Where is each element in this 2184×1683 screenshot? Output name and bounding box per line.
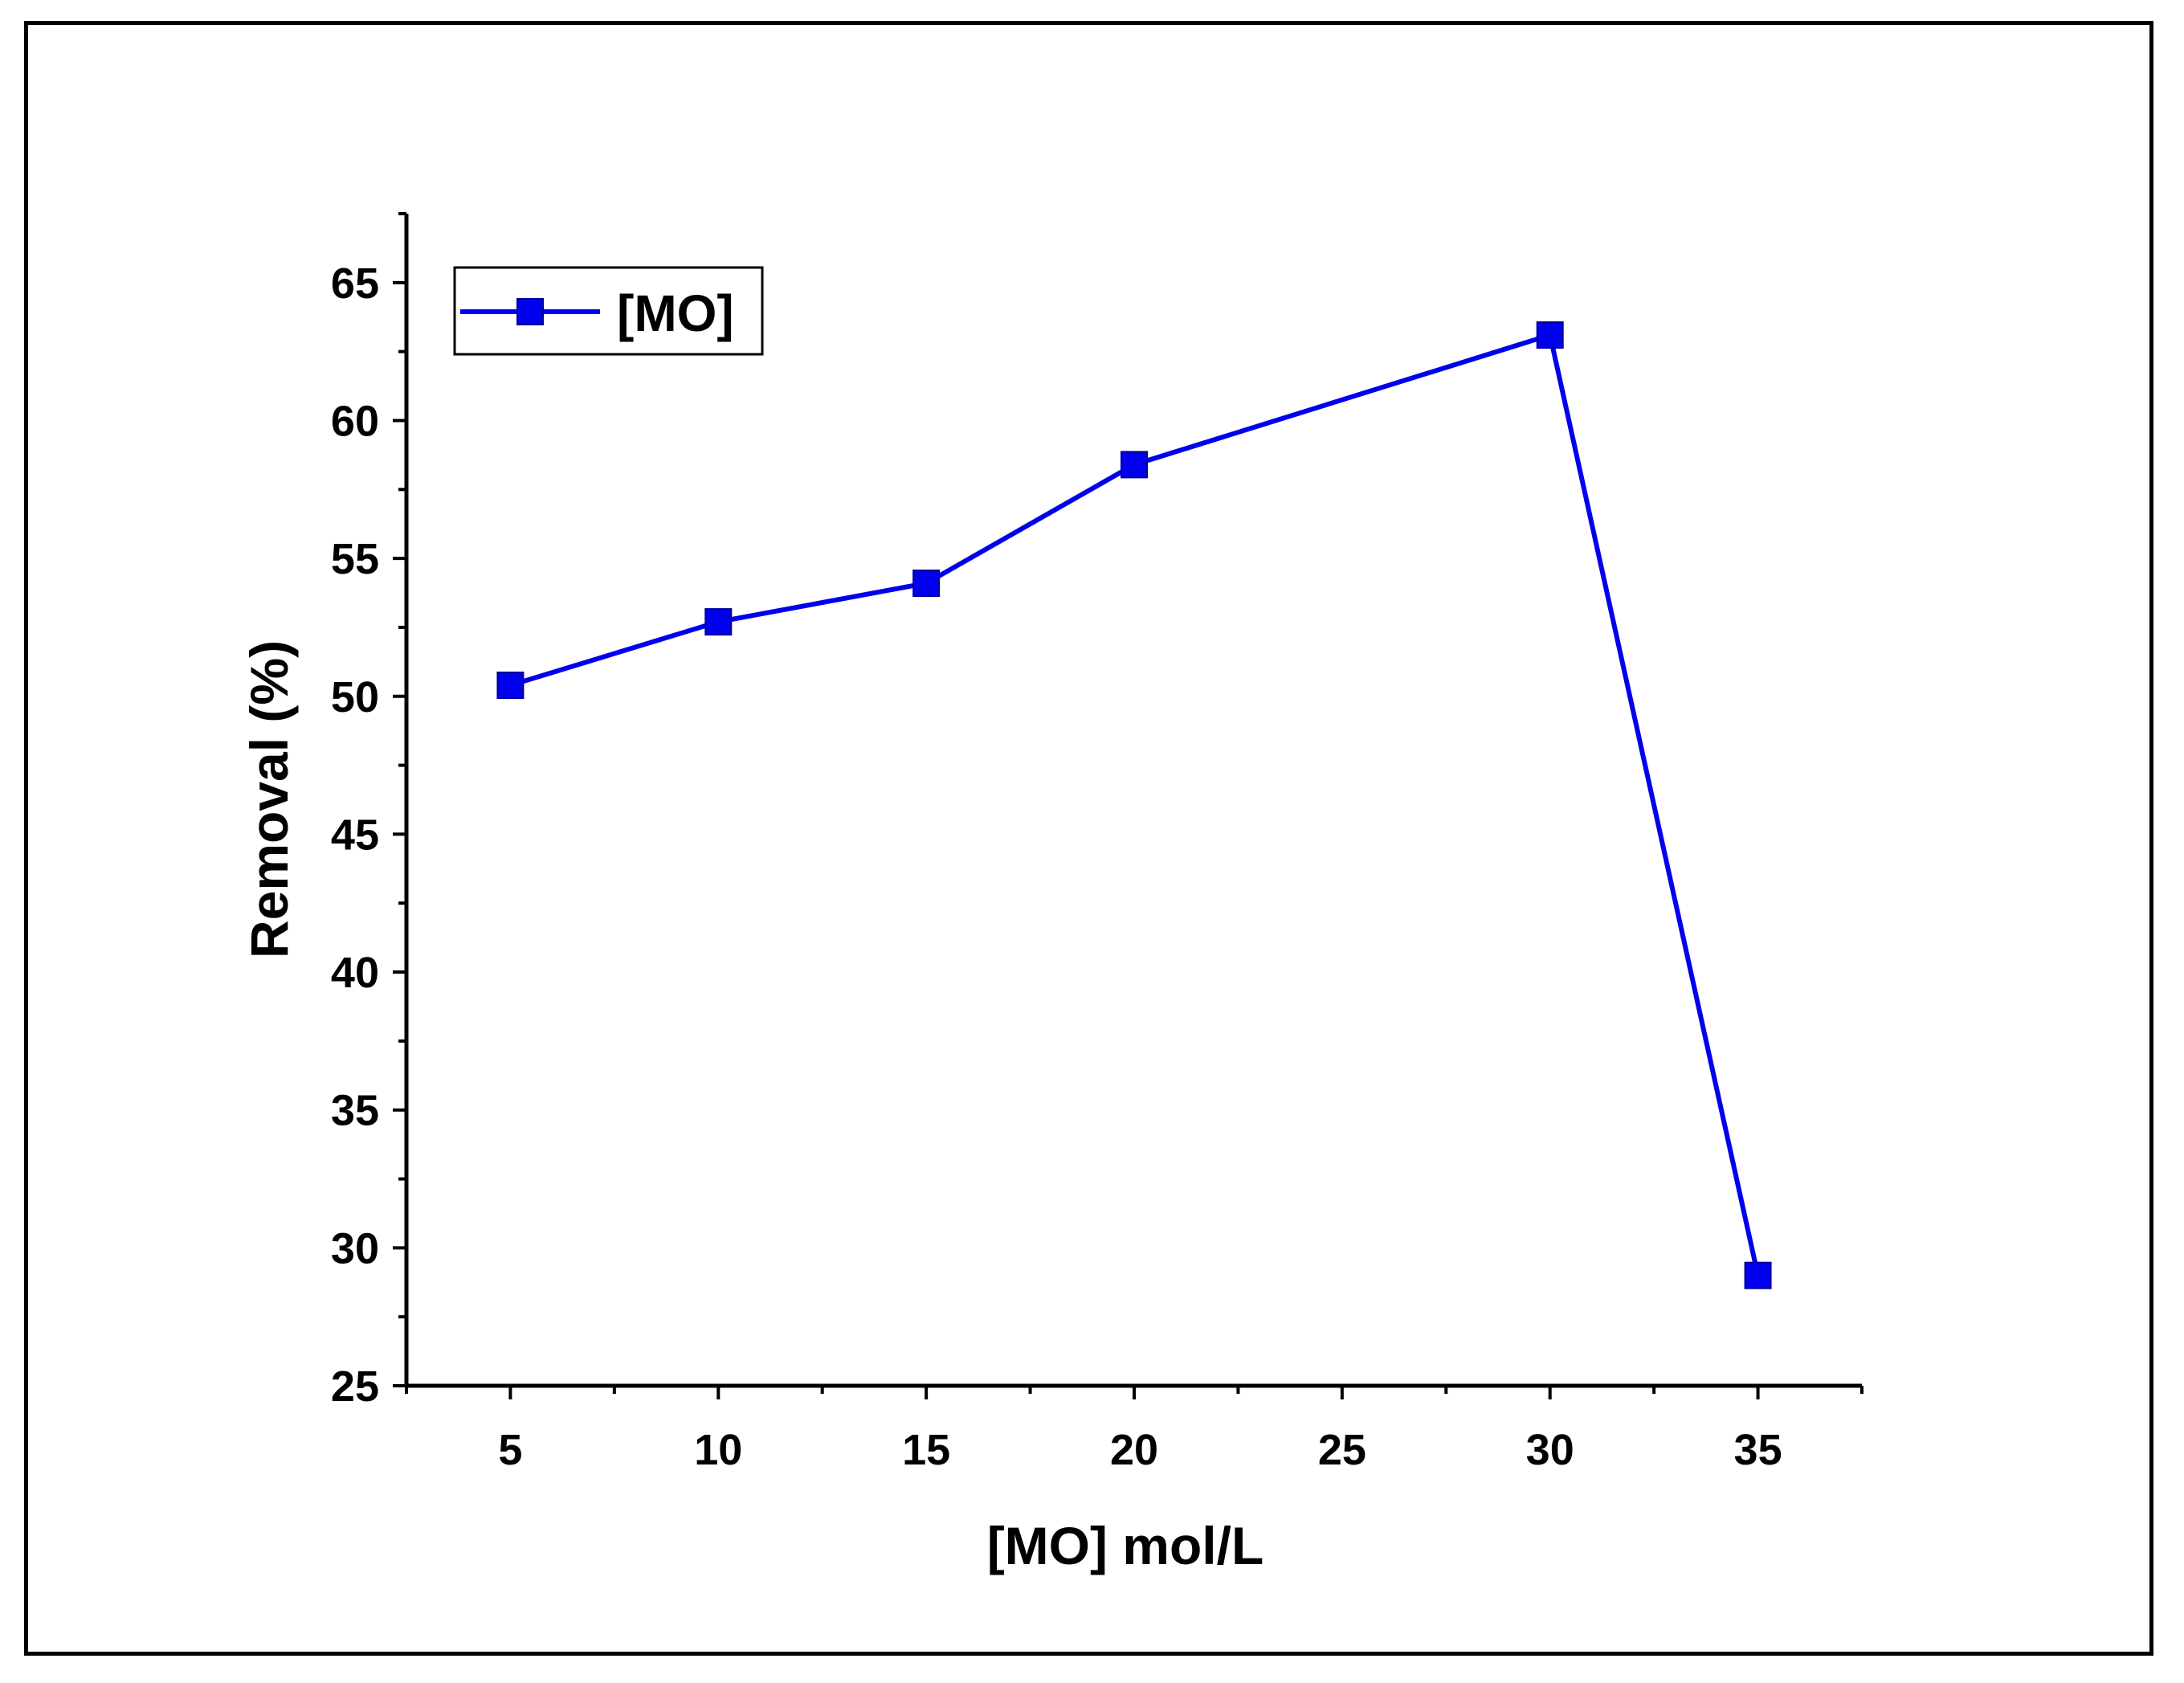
x-tick-label: 15	[902, 1426, 950, 1474]
x-tick-label: 20	[1110, 1426, 1158, 1474]
figure-frame	[24, 21, 2153, 1656]
legend-label: [MO]	[617, 284, 734, 342]
y-tick-label: 50	[331, 673, 379, 721]
x-tick-label: 25	[1318, 1426, 1366, 1474]
y-tick-label: 60	[331, 397, 379, 445]
data-point	[496, 672, 525, 700]
data-point	[1744, 1261, 1772, 1289]
y-tick-label: 65	[331, 259, 379, 308]
x-tick-label: 30	[1526, 1426, 1574, 1474]
data-point	[912, 570, 941, 598]
x-tick-label: 10	[694, 1426, 742, 1474]
x-tick-label: 35	[1734, 1426, 1782, 1474]
data-point	[704, 608, 733, 636]
x-tick-label: 5	[498, 1426, 522, 1474]
ticks: 5 10 15 20 25 30 35 25 30 35 40 45 50 55 60 65	[331, 212, 1864, 1474]
y-axis-title: Removal (%)	[239, 640, 299, 958]
y-tick-label: 30	[331, 1224, 379, 1272]
y-tick-label: 35	[331, 1087, 379, 1135]
y-tick-label: 40	[331, 949, 379, 997]
data-point	[1536, 321, 1564, 349]
y-tick-label: 45	[331, 811, 379, 859]
y-tick-label: 25	[331, 1362, 379, 1411]
data-series	[496, 321, 1772, 1289]
series-line	[509, 333, 1761, 1277]
legend: [MO]	[453, 266, 764, 356]
y-tick-label: 55	[331, 535, 379, 583]
x-axis-title: [MO] mol/L	[987, 1516, 1264, 1575]
data-point	[1121, 451, 1148, 479]
axes	[404, 214, 1862, 1388]
legend-marker	[516, 298, 544, 325]
